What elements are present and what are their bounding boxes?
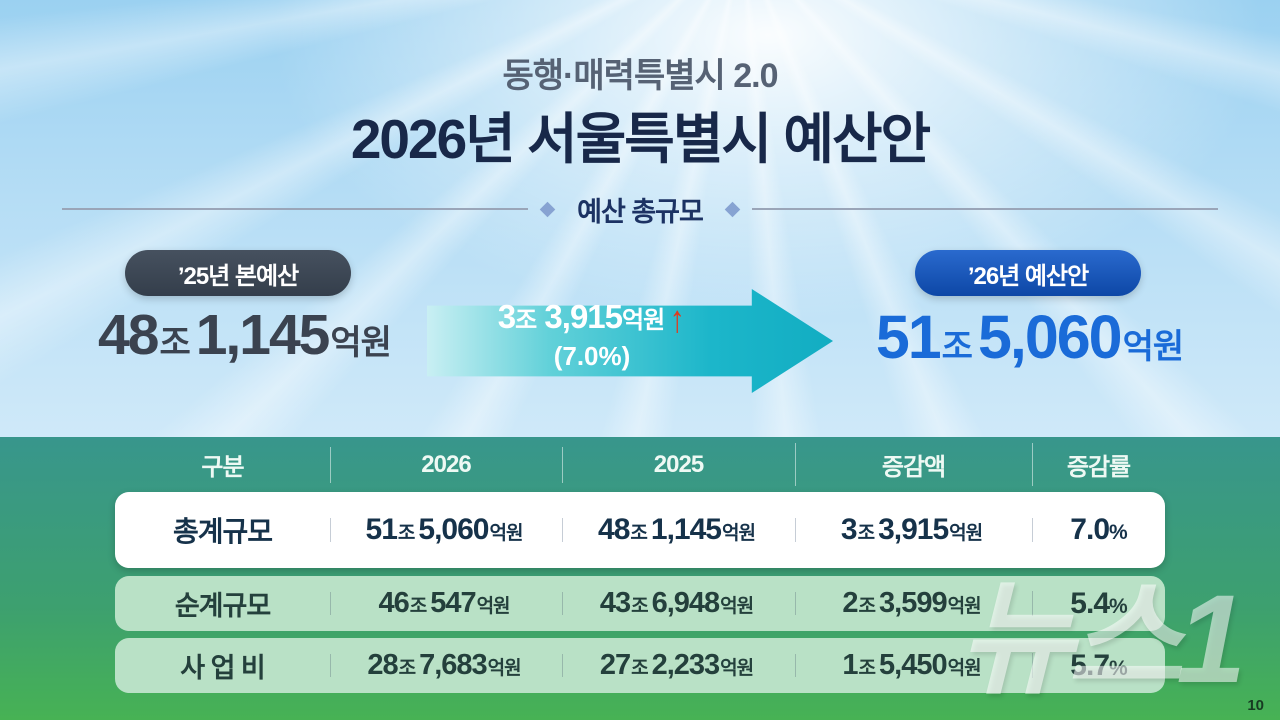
- unit-eok: 억원: [720, 596, 754, 617]
- unit-jo: 조: [857, 523, 876, 544]
- unit-jo: 조: [941, 328, 973, 366]
- amount-2026: 51 조 5,060 억원: [825, 302, 1240, 372]
- unit-jo: 조: [858, 658, 877, 679]
- cell-rate: 5.7%: [1032, 649, 1165, 683]
- amount-2026-eok: 5,060: [977, 303, 1123, 371]
- value: 27: [599, 649, 631, 681]
- value: 5.4: [1070, 586, 1110, 620]
- unit-eok: 억원: [721, 523, 756, 544]
- cell-2026: 46 조 547 억원: [330, 587, 562, 620]
- value: 3,915: [878, 513, 949, 546]
- value: 5.7: [1070, 648, 1110, 682]
- unit-eok: 억원: [330, 324, 392, 362]
- value: 48: [598, 513, 630, 546]
- unit-eok: 억원: [949, 523, 983, 544]
- slide-title: 2026년 서울특별시 예산안: [350, 108, 931, 170]
- row-label: 사 업 비: [180, 653, 266, 683]
- value: 51: [365, 513, 398, 546]
- value: 3: [840, 513, 858, 546]
- col-header-2026: 2026: [330, 446, 562, 483]
- news1-watermark: 뉴스1: [958, 570, 1246, 709]
- unit-eok: 억원: [622, 307, 665, 334]
- cell-2025: 43 조 6,948 억원: [562, 587, 795, 620]
- badge-2026-budget: ’26년 예산안: [915, 250, 1141, 296]
- value: 3,599: [879, 587, 948, 619]
- unit-jo: 조: [159, 324, 190, 362]
- section-label: 예산 총규모: [577, 196, 704, 227]
- slide-subtitle: 동행·매력특별시 2.0: [502, 57, 779, 95]
- increase-arrow: [427, 289, 833, 393]
- unit-eok: 억원: [947, 658, 982, 679]
- cell-2025: 27 조 2,233 억원: [562, 649, 795, 682]
- value: 7,683: [419, 649, 488, 681]
- cell-rate: 7.0%: [1032, 513, 1165, 547]
- unit-jo: 조: [397, 523, 416, 544]
- increase-jo: 3: [497, 298, 516, 335]
- row-label: 총계규모: [172, 516, 273, 547]
- value: 1,145: [650, 513, 722, 546]
- value: 46: [378, 587, 409, 619]
- row-label: 순계규모: [174, 591, 271, 621]
- value: 5,060: [418, 513, 489, 546]
- col-header-diff: 증감액: [795, 443, 1032, 486]
- cell-2025: 48 조 1,145 억원: [562, 513, 795, 547]
- unit-eok: 억원: [489, 523, 523, 544]
- up-arrow-icon: ↑: [669, 299, 685, 341]
- unit-jo: 조: [409, 596, 428, 617]
- unit-eok: 억원: [720, 658, 754, 679]
- section-divider: 예산 총규모: [62, 196, 1219, 227]
- increase-percent: (7.0%): [553, 341, 631, 371]
- unit-jo: 조: [398, 658, 417, 679]
- value: 2,233: [651, 649, 721, 681]
- value: 28: [367, 649, 398, 681]
- divider-line-right: [751, 208, 1219, 210]
- unit-eok: 억원: [947, 596, 982, 617]
- value: 5,450: [879, 649, 948, 681]
- unit-percent: %: [1109, 594, 1128, 618]
- increase-amount-line: 3조 3,915억원 ↑: [427, 300, 757, 339]
- col-header-2025: 2025: [562, 446, 795, 483]
- value: 2: [842, 587, 858, 619]
- cell-2026: 51 조 5,060 억원: [330, 513, 562, 547]
- diamond-icon: [539, 201, 556, 217]
- unit-jo: 조: [631, 596, 649, 617]
- unit-percent: %: [1109, 656, 1128, 680]
- amount-2025-jo: 48: [98, 303, 159, 367]
- col-header-category: 구분: [201, 454, 244, 481]
- diamond-icon: [724, 201, 741, 217]
- unit-jo: 조: [515, 307, 537, 334]
- value: 43: [599, 587, 631, 619]
- cell-rate: 5.4%: [1032, 587, 1165, 621]
- value: 1: [842, 649, 858, 681]
- unit-jo: 조: [631, 658, 649, 679]
- unit-jo: 조: [858, 596, 877, 617]
- unit-percent: %: [1109, 521, 1128, 544]
- unit-eok: 억원: [476, 596, 511, 617]
- amount-2025: 48 조 1,145 억원: [40, 302, 455, 368]
- unit-eok: 억원: [487, 658, 522, 679]
- unit-jo: 조: [630, 523, 648, 544]
- badge-2025-budget: ’25년 본예산: [125, 250, 351, 296]
- col-header-rate: 증감률: [1032, 443, 1165, 486]
- value: 6,948: [651, 587, 721, 619]
- value: 547: [430, 587, 476, 619]
- page-number: 10: [1247, 697, 1264, 714]
- unit-eok: 억원: [1122, 328, 1185, 366]
- increase-eok: 3,915: [544, 298, 623, 335]
- increase-amount: 3조 3,915억원 ↑ (7.0%): [427, 300, 757, 372]
- value: 7.0: [1070, 513, 1110, 546]
- table-header-row: 구분 2026 2025 증감액 증감률: [115, 437, 1165, 492]
- amount-2025-eok: 1,145: [195, 303, 331, 367]
- cell-2026: 28 조 7,683 억원: [330, 649, 562, 682]
- amount-2026-jo: 51: [875, 303, 942, 371]
- divider-line-left: [62, 208, 529, 210]
